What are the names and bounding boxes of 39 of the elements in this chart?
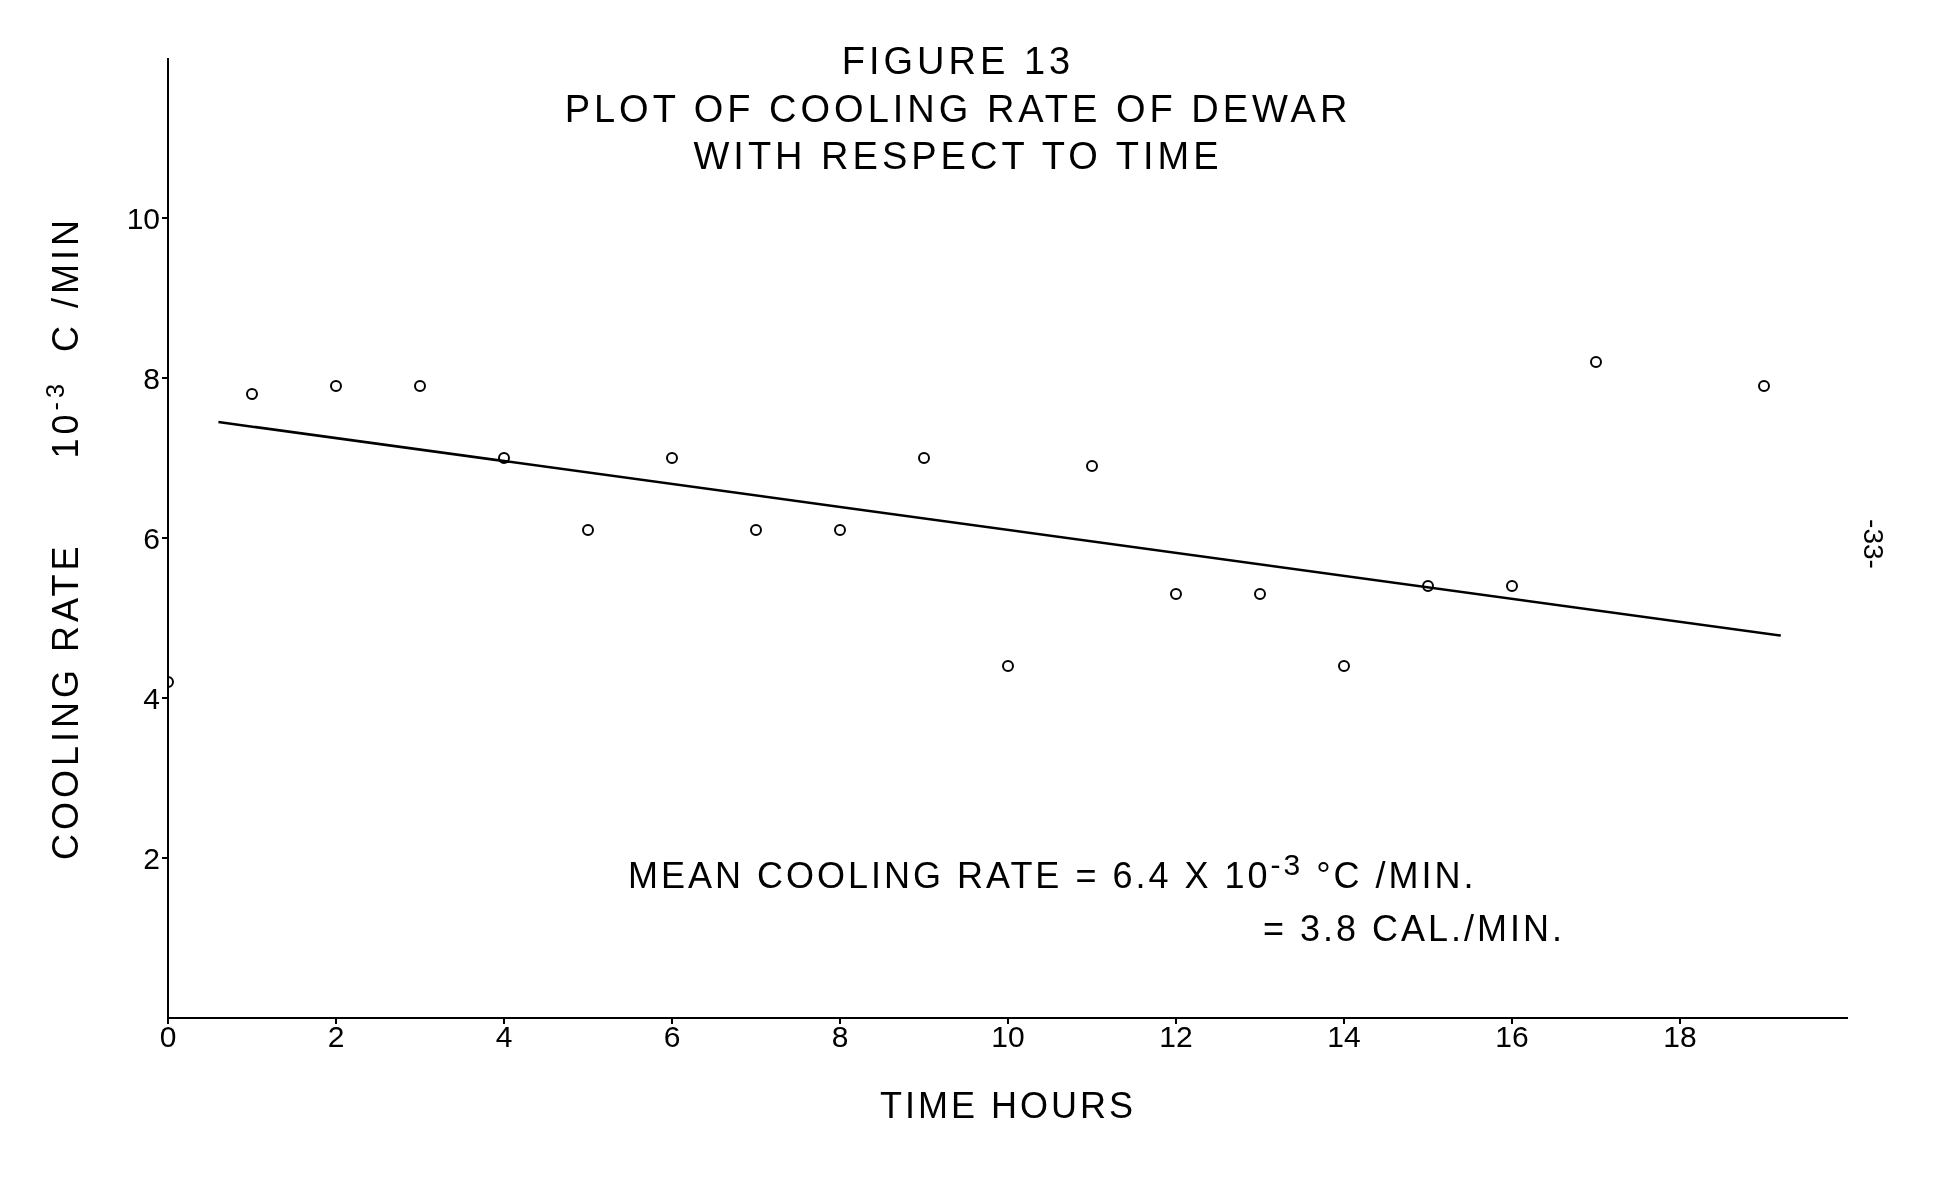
point [1254,588,1266,600]
point [1506,580,1518,592]
text: PLOT OF COOLING RATE OF DEWAR WITH RESPECT TO TIME [563,86,1353,179]
point [1758,380,1770,392]
x-tick-label: 16 [1495,1020,1529,1054]
point [750,524,762,536]
x-tick-label: 10 [991,1020,1025,1054]
y-tick-label: 4 [143,681,160,715]
point [666,452,678,464]
point [1338,660,1350,672]
text: -33- [1856,519,1889,569]
y-tick-label: 2 [143,841,160,875]
x-axis-title: TIME HOURS [879,1085,1137,1126]
point [834,524,846,536]
point [246,388,258,400]
annotation: MEAN COOLING RATE = 6.4 X 10$^{-3}$ °C /MIN. [628,848,1477,897]
y-tick-label: 8 [143,361,160,395]
point [330,380,342,392]
point [1170,588,1182,600]
point [1086,460,1098,472]
x-tick-label: 12 [1159,1020,1193,1054]
point [414,380,426,392]
point [1590,356,1602,368]
point [1422,580,1434,592]
x-tick-label: 2 [327,1020,345,1054]
point [918,452,930,464]
y-tick-label: 6 [143,521,160,555]
x-tick-label: 6 [663,1020,681,1054]
x-tick-label: 8 [831,1020,849,1054]
point [1002,660,1014,672]
point [582,524,594,536]
annotation: = 3.8 CAL./MIN. [1263,908,1566,950]
y-tick-label: 10 [126,201,160,235]
x-tick-label: 0 [159,1020,177,1054]
x-tick-label: 4 [495,1020,513,1054]
chart-title: FIGURE 13 [840,39,1076,84]
x-tick-label: 18 [1663,1020,1697,1054]
point [498,452,510,464]
x-tick-label: 14 [1327,1020,1361,1054]
